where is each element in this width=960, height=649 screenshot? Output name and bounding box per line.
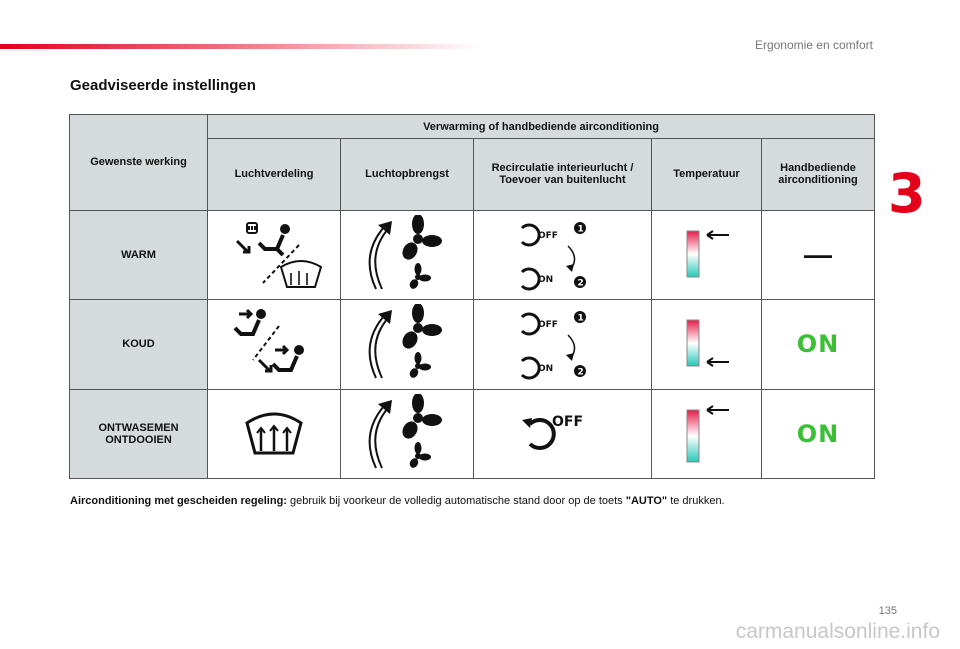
recirc-off-large-text: OFF <box>552 414 583 430</box>
page-title: Geadviseerde instellingen <box>70 77 256 94</box>
header-temperature: Temperatuur <box>651 138 762 211</box>
settings-table: Gewenste werking Verwarming of handbedie… <box>69 113 876 479</box>
air-distribution-cell <box>207 299 341 390</box>
footnote-key: "AUTO" <box>625 495 668 507</box>
step-1-text: 1 <box>577 314 583 324</box>
air-distribution-cell <box>207 209 341 301</box>
header-air-distribution: Luchtverdeling <box>207 138 341 211</box>
air-distribution-feet-defrost-icon <box>235 221 323 288</box>
air-flow-cell <box>340 299 474 390</box>
manual-ac-cell: — <box>760 209 876 301</box>
air-distribution-face-feet-icon <box>233 309 304 373</box>
recirculation-cell: OFF ON 1 2 <box>473 299 652 390</box>
windscreen-defrost-icon <box>245 412 303 455</box>
header-group: Verwarming of handbediende airconditioni… <box>206 113 876 140</box>
recirc-off-text: OFF <box>538 231 558 241</box>
recirculation-cell: OFF <box>473 388 652 479</box>
ac-off-dash: — <box>804 238 833 270</box>
footnote-tail: te drukken. <box>667 495 725 507</box>
temperature-cell <box>651 299 762 390</box>
temperature-cell <box>651 388 762 479</box>
recirc-on-text: ON <box>538 275 553 285</box>
page-number: 135 <box>878 605 897 617</box>
recirc-off-text: OFF <box>538 320 558 330</box>
footnote: Airconditioning met gescheiden regeling:… <box>70 495 725 507</box>
watermark: carmanualsonline.info <box>735 620 940 643</box>
fan-speed-high-icon <box>368 393 442 469</box>
temperature-low-icon <box>686 319 729 368</box>
manual-ac-cell: ON <box>760 299 876 390</box>
header-manual-ac: Handbediende airconditioning <box>760 138 876 211</box>
manual-ac-cell: ON <box>760 388 876 479</box>
step-1-text: 1 <box>577 224 583 234</box>
temperature-cell <box>651 209 762 301</box>
table-row: ONTWASEMEN ONTDOOIEN <box>69 388 876 479</box>
section-title: Ergonomie en comfort <box>754 38 873 52</box>
row-label-koud: KOUD <box>69 299 208 390</box>
air-distribution-cell <box>207 388 341 479</box>
ac-on-label: ON <box>796 419 840 448</box>
chapter-number: 3 <box>888 162 926 225</box>
recirculation-cell: OFF ON 1 2 <box>473 209 652 301</box>
step-2-text: 2 <box>577 368 583 378</box>
recirculation-off-on-icon: OFF ON 1 2 <box>520 221 586 291</box>
ac-on-label: ON <box>796 330 840 359</box>
header-air-flow: Luchtopbrengst <box>340 138 474 211</box>
fan-speed-high-icon <box>368 304 442 379</box>
header-desired-operation: Gewenste werking <box>69 114 208 211</box>
fan-speed-high-icon <box>368 214 442 290</box>
temperature-high-icon <box>686 229 729 278</box>
header-recirculation: Recirculatie interieurlucht / Toevoer va… <box>473 138 652 211</box>
step-2-text: 2 <box>577 278 583 288</box>
table-row: WARM <box>69 209 876 301</box>
temperature-high-icon <box>686 404 729 463</box>
air-flow-cell <box>340 388 474 479</box>
recirculation-off-on-icon: OFF ON 1 2 <box>520 311 586 380</box>
table-row: KOUD <box>69 299 876 390</box>
air-flow-cell <box>340 209 474 301</box>
footnote-text: gebruik bij voorkeur de volledig automat… <box>286 495 626 507</box>
row-label-warm: WARM <box>69 209 208 301</box>
row-label-demist-defrost: ONTWASEMEN ONTDOOIEN <box>69 388 208 479</box>
footnote-lead: Airconditioning met gescheiden regeling: <box>70 495 287 507</box>
recirc-on-text: ON <box>538 364 553 374</box>
top-accent-bar <box>0 44 480 49</box>
recirculation-off-icon: OFF <box>521 414 583 450</box>
